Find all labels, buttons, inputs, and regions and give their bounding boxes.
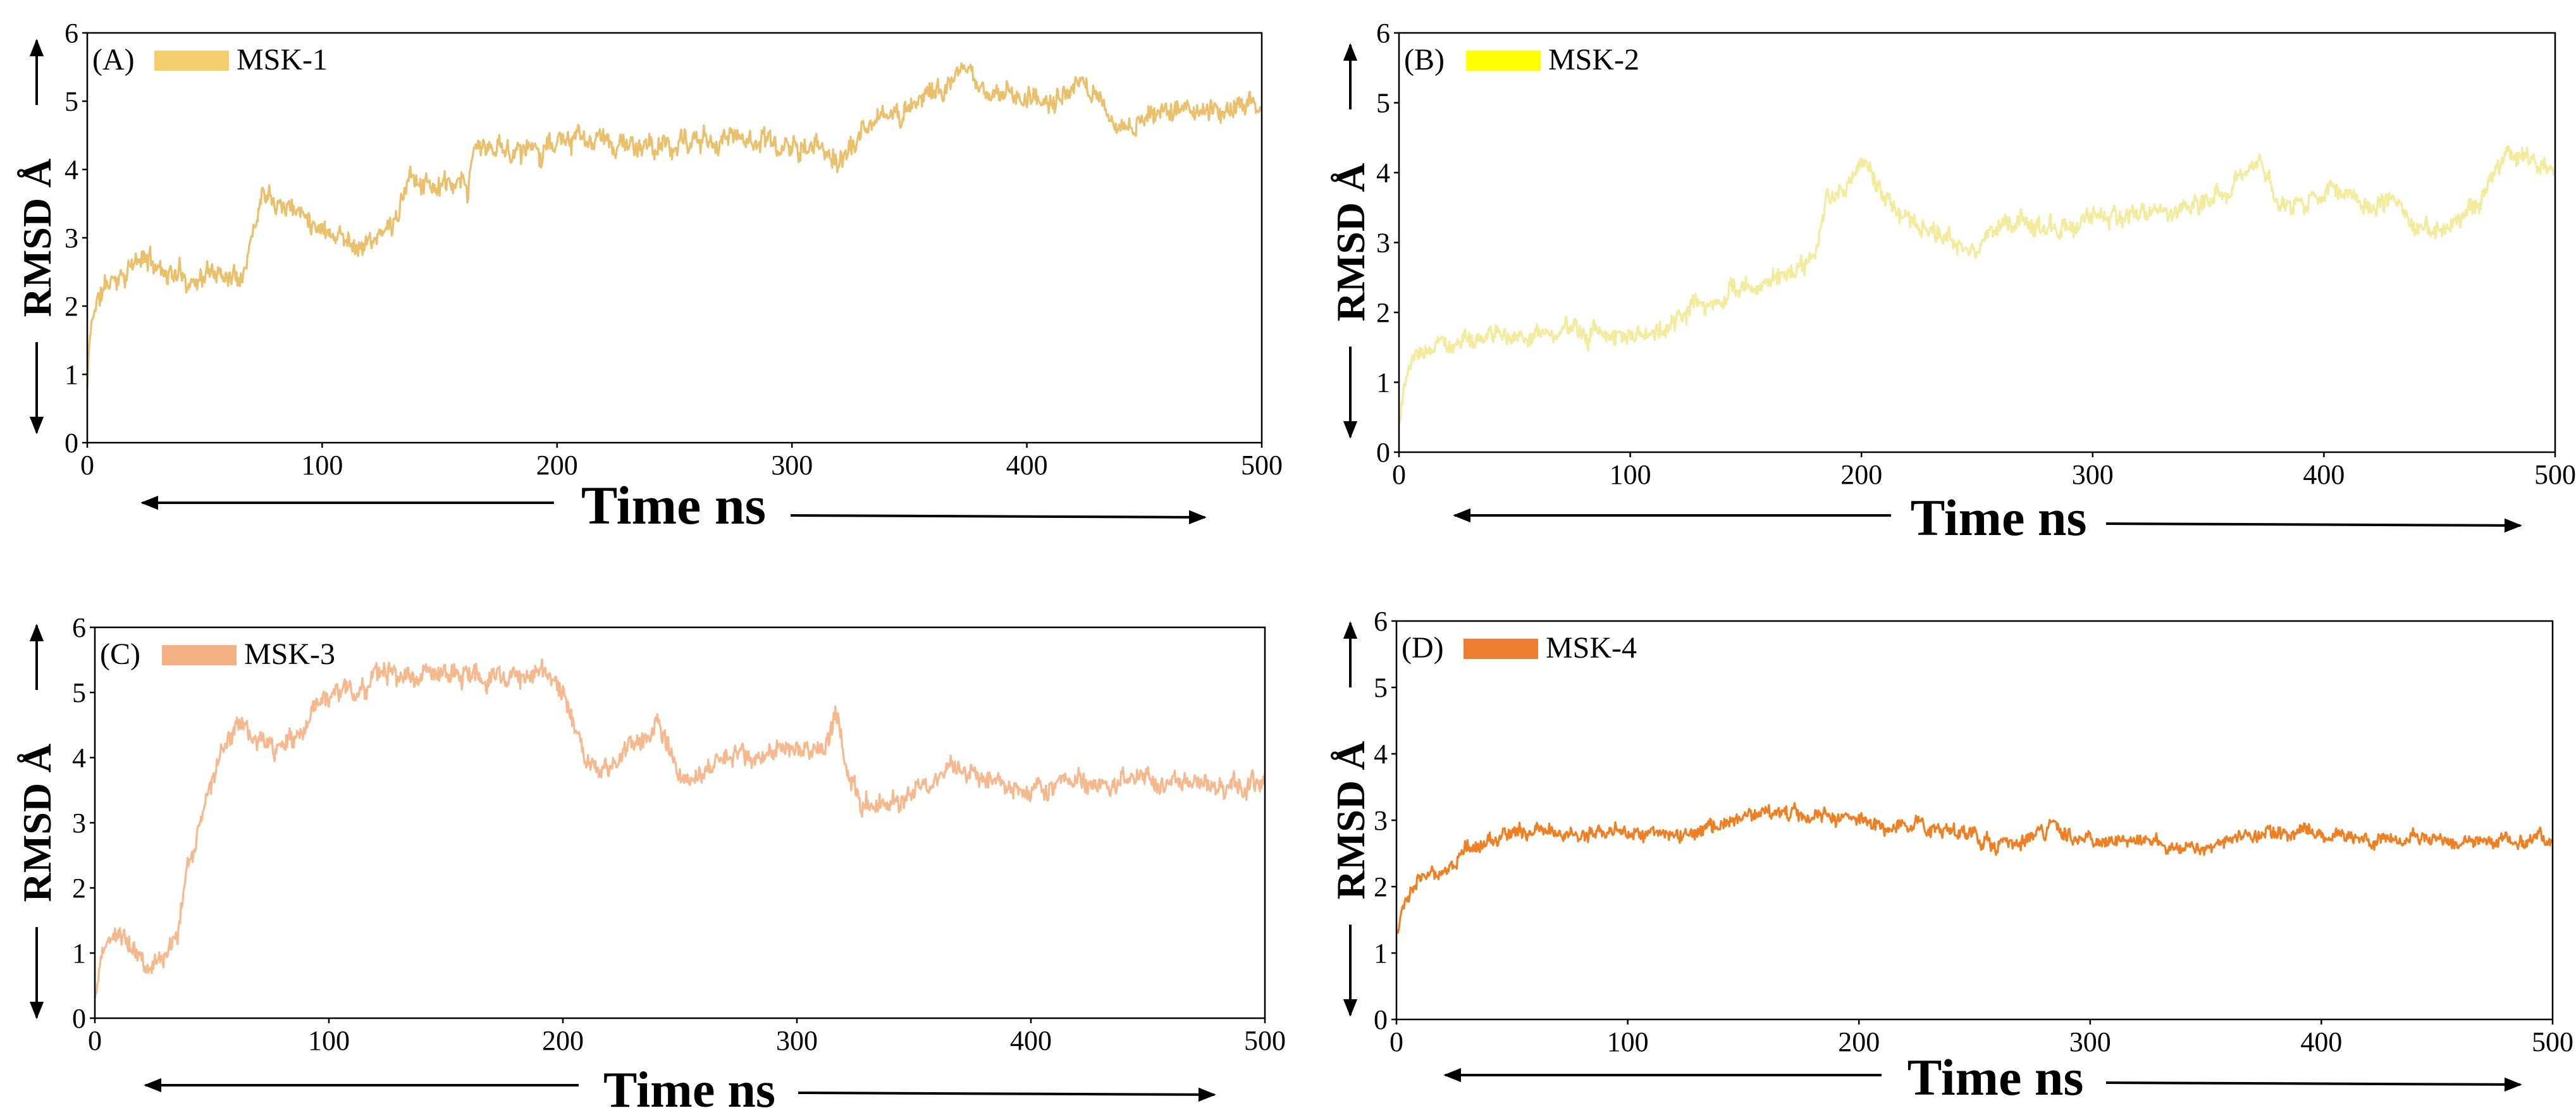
y-tick-label: 3 xyxy=(65,223,78,254)
chart-panel-b: 0 1 2 3 4 5 6 0 100 200 300 400 500 (B) MSK-2 RMSD Å Tim… xyxy=(1328,18,2576,546)
y-tick-label: 3 xyxy=(1374,805,1388,836)
data-line-msk-2 xyxy=(1398,145,2556,425)
x-tick-label: 200 xyxy=(1840,459,1882,490)
y-tick-label: 4 xyxy=(65,154,78,185)
x-tick-label: 500 xyxy=(2532,1026,2573,1057)
x-tick-label: 100 xyxy=(308,1025,350,1056)
y-tick-label: 4 xyxy=(72,742,86,773)
x-axis-title: Time ns xyxy=(581,475,766,536)
y-tick-label: 2 xyxy=(1376,297,1390,328)
x-tick-label: 0 xyxy=(88,1025,102,1056)
y-tick-label: 1 xyxy=(1374,938,1388,969)
x-tick-label: 100 xyxy=(1607,1026,1649,1057)
legend-swatch xyxy=(162,645,237,665)
x-tick-label: 500 xyxy=(1241,450,1283,481)
y-tick-label: 4 xyxy=(1374,739,1388,770)
legend-label: MSK-2 xyxy=(1548,43,1639,77)
x-tick-label: 500 xyxy=(2534,459,2576,490)
x-tick-label: 300 xyxy=(776,1025,818,1056)
panel-label: (D) xyxy=(1402,631,1444,665)
chart-panel-d: 0 1 2 3 4 5 6 0 100 200 300 400 500 (D) MSK-4 RMSD Å Tim… xyxy=(1328,606,2573,1106)
y-tick-label: 1 xyxy=(72,938,86,969)
x-tick-label: 500 xyxy=(1244,1025,1286,1056)
y-tick-label: 6 xyxy=(1374,606,1388,637)
plot-frame xyxy=(86,32,1263,444)
y-tick-label: 2 xyxy=(65,291,78,322)
x-tick-label: 100 xyxy=(301,450,343,481)
x-axis-title: Time ns xyxy=(1911,489,2087,546)
legend-swatch xyxy=(1464,639,1538,659)
y-tick-label: 0 xyxy=(65,428,78,458)
y-tick-label: 5 xyxy=(1376,88,1390,119)
x-axis-title: Time ns xyxy=(603,1062,775,1118)
y-tick-label: 6 xyxy=(72,612,86,643)
x-tick-label: 200 xyxy=(542,1025,584,1056)
x-tick-label: 200 xyxy=(536,450,578,481)
y-axis-title: RMSD Å xyxy=(15,159,59,317)
y-tick-label: 1 xyxy=(1376,367,1390,398)
data-line-msk-1 xyxy=(86,62,1263,388)
y-tick-label: 0 xyxy=(1376,437,1390,468)
x-axis-arrow-right xyxy=(2105,1077,2522,1092)
y-axis-title: RMSD Å xyxy=(1328,163,1373,322)
x-tick-label: 200 xyxy=(1838,1026,1880,1057)
y-tick-label: 2 xyxy=(72,873,86,904)
y-tick-label: 0 xyxy=(1374,1004,1388,1035)
x-tick-label: 100 xyxy=(1610,459,1651,490)
plot-frame xyxy=(1398,32,2556,453)
y-tick-label: 2 xyxy=(1374,871,1388,902)
x-tick-label: 300 xyxy=(2069,1026,2111,1057)
legend-label: MSK-4 xyxy=(1546,631,1637,665)
y-tick-label: 4 xyxy=(1376,157,1390,188)
y-tick-label: 3 xyxy=(72,808,86,839)
y-tick-label: 6 xyxy=(65,18,78,49)
data-line-msk-4 xyxy=(1395,802,2554,934)
panel-label: (A) xyxy=(92,43,135,77)
y-tick-label: 5 xyxy=(72,677,86,708)
x-tick-label: 400 xyxy=(2300,1026,2342,1057)
x-tick-label: 400 xyxy=(1006,450,1048,481)
x-axis-title: Time ns xyxy=(1907,1049,2084,1106)
data-line-msk-3 xyxy=(94,658,1266,999)
x-tick-label: 0 xyxy=(1390,1026,1403,1057)
y-tick-label: 5 xyxy=(1374,672,1388,703)
panel-label: (C) xyxy=(100,637,140,671)
y-axis-title: RMSD Å xyxy=(1328,741,1373,900)
chart-panel-c: 0 1 2 3 4 5 6 0 100 200 300 400 500 (C) MSK-3 RMSD Å Tim… xyxy=(15,612,1286,1118)
y-tick-label: 1 xyxy=(65,359,78,390)
x-tick-label: 0 xyxy=(1392,459,1406,490)
legend-swatch xyxy=(154,51,229,71)
y-axis-title: RMSD Å xyxy=(15,744,59,902)
y-tick-label: 6 xyxy=(1376,18,1390,49)
chart-panel-a: 0 1 2 3 4 5 6 0 100 200 300 400 500 (A) MSK-1 RMSD Å Tim… xyxy=(15,18,1283,536)
x-tick-label: 400 xyxy=(2303,459,2345,490)
y-tick-label: 0 xyxy=(72,1003,86,1034)
x-tick-label: 400 xyxy=(1010,1025,1052,1056)
x-tick-label: 0 xyxy=(80,450,94,481)
x-tick-label: 300 xyxy=(771,450,813,481)
y-tick-label: 5 xyxy=(65,86,78,117)
plot-frame xyxy=(1395,620,2554,1021)
legend-swatch xyxy=(1466,51,1541,71)
x-axis-arrow-right xyxy=(798,1087,1216,1102)
x-axis-arrow-right xyxy=(2105,518,2522,533)
x-axis-arrow-right xyxy=(790,510,1207,525)
plot-frame xyxy=(94,626,1266,1019)
legend-label: MSK-3 xyxy=(244,637,335,671)
x-tick-label: 300 xyxy=(2072,459,2114,490)
legend-label: MSK-1 xyxy=(237,43,328,77)
panel-label: (B) xyxy=(1404,43,1445,77)
y-tick-label: 3 xyxy=(1376,228,1390,259)
